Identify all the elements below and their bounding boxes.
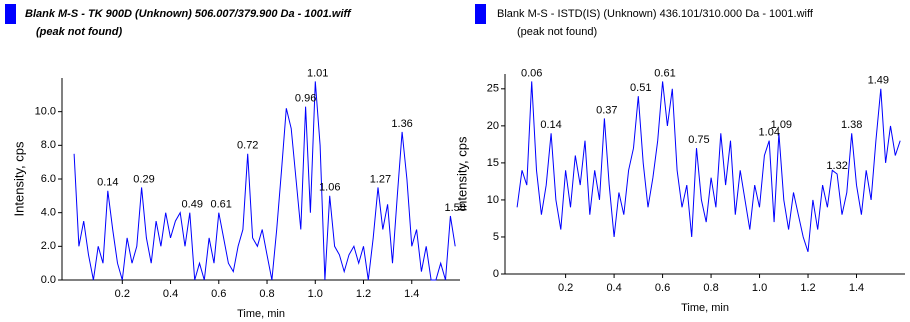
x-tick-label: 0.4 (606, 282, 621, 294)
peak-label: 0.96 (295, 93, 316, 105)
x-tick-label: 0.8 (259, 288, 274, 300)
y-tick-label: 0 (493, 268, 499, 280)
x-tick-label: 0.6 (655, 282, 670, 294)
trace-line (516, 81, 901, 252)
peak-label: 1.01 (307, 67, 328, 79)
x-axis-label: Time, min (237, 308, 285, 320)
y-tick-label: 2.0 (41, 240, 56, 252)
y-tick-label: 20 (487, 120, 499, 132)
x-tick-label: 1.2 (800, 282, 815, 294)
x-tick-label: 0.8 (703, 282, 718, 294)
peak-label: 0.49 (182, 199, 203, 211)
peak-label: 0.37 (596, 104, 617, 116)
peak-label: 0.72 (237, 140, 258, 152)
peak-label: 1.38 (841, 119, 862, 131)
peak-label: 0.06 (521, 67, 542, 79)
trace-line (73, 81, 456, 281)
x-tick-label: 1.4 (404, 288, 419, 300)
y-tick-label: 6.0 (41, 173, 56, 185)
y-tick-label: 4.0 (41, 207, 56, 219)
peak-label: 1.27 (370, 173, 391, 185)
peak-label: 1.32 (826, 160, 847, 172)
y-axis-label: Intensity, cps (454, 136, 469, 211)
chart-title: Blank M-S - ISTD(IS) (Unknown) 436.101/3… (497, 8, 814, 20)
x-axis-label: Time, min (681, 302, 729, 314)
x-tick-label: 1.2 (356, 288, 371, 300)
x-tick-label: 1.0 (308, 288, 323, 300)
peak-label: 1.58 (444, 202, 465, 214)
y-tick-label: 5 (493, 231, 499, 243)
x-tick-label: 0.6 (211, 288, 226, 300)
y-tick-label: 15 (487, 157, 499, 169)
chart-title: Blank M-S - TK 900D (Unknown) 506.007/37… (25, 8, 352, 20)
chart-subtitle: (peak not found) (36, 26, 122, 38)
x-tick-label: 0.2 (558, 282, 573, 294)
chart-subtitle: (peak not found) (517, 26, 597, 38)
peak-label: 0.61 (654, 67, 675, 79)
peak-label: 0.51 (630, 82, 651, 94)
y-axis-label: Intensity, cps (11, 141, 26, 216)
y-tick-label: 8.0 (41, 139, 56, 151)
x-tick-label: 0.2 (115, 288, 130, 300)
x-tick-label: 1.0 (752, 282, 767, 294)
y-tick-label: 0.0 (41, 274, 56, 286)
trace-icon (5, 4, 16, 24)
peak-label: 1.09 (771, 119, 792, 131)
y-tick-label: 10 (487, 194, 499, 206)
peak-label: 0.14 (540, 119, 561, 131)
x-tick-label: 1.4 (849, 282, 864, 294)
x-tick-label: 0.4 (163, 288, 178, 300)
peak-label: 1.04 (759, 127, 780, 139)
trace-icon (475, 4, 486, 24)
peak-label: 1.06 (319, 182, 340, 194)
peak-label: 1.49 (868, 75, 889, 87)
peak-label: 0.14 (97, 177, 118, 189)
peak-label: 0.61 (210, 199, 231, 211)
peak-label: 0.29 (133, 173, 154, 185)
peak-label: 1.36 (391, 118, 412, 130)
peak-label: 0.75 (688, 134, 709, 146)
y-tick-label: 25 (487, 83, 499, 95)
y-tick-label: 10.0 (35, 106, 56, 118)
